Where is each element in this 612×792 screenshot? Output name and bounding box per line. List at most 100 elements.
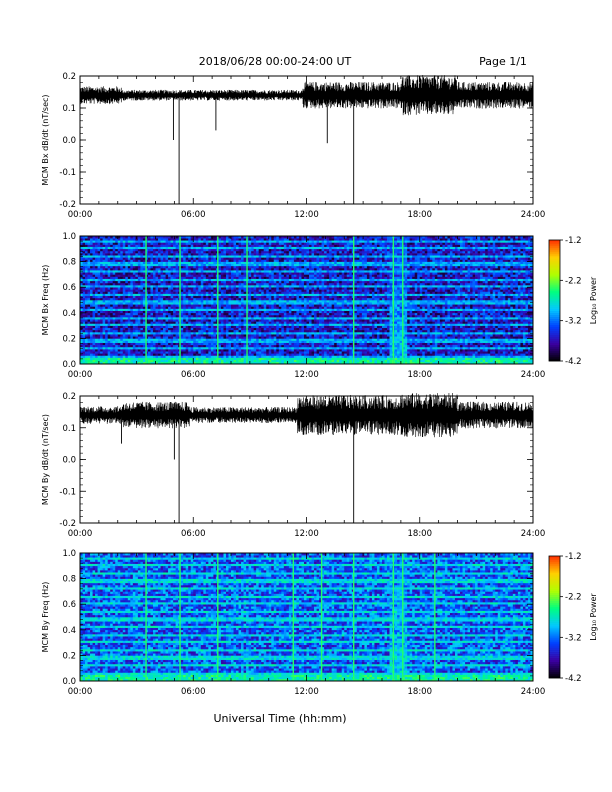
spectrogram-cell — [168, 312, 171, 316]
spectrogram-cell — [130, 280, 134, 284]
spectrogram-cell — [210, 317, 214, 320]
spectrogram-cell — [281, 265, 285, 269]
spectrogram-cell — [261, 261, 265, 265]
spectrogram-cell — [147, 357, 151, 361]
spectrogram-cell — [140, 272, 144, 275]
spectrogram-cell — [231, 270, 234, 273]
spectrogram-cell — [271, 282, 275, 286]
spectrogram-cell — [243, 278, 247, 282]
spectrogram-cell — [273, 334, 277, 337]
spectrogram-cell — [208, 302, 212, 305]
spectrogram-cell — [173, 312, 176, 316]
spectrogram-cell — [168, 274, 171, 277]
spectrogram-cell — [276, 334, 280, 337]
spectrogram-cell — [225, 329, 229, 333]
spectrogram-cell — [251, 240, 254, 243]
spectrogram-cell — [183, 250, 186, 254]
spectrogram-cell — [110, 344, 114, 348]
spectrogram-cell — [228, 300, 232, 303]
spectrogram-cell — [117, 257, 121, 260]
spectrogram-cell — [130, 332, 134, 335]
spectrogram-cell — [205, 314, 209, 318]
spectrogram-cell — [173, 265, 176, 269]
spectrogram-cell — [105, 361, 108, 365]
spectrogram-cell — [268, 314, 272, 318]
spectrogram-cell — [278, 351, 282, 354]
spectrogram-cell — [155, 300, 159, 303]
spectrogram-cell — [233, 332, 237, 335]
spectrogram-cell — [233, 278, 237, 282]
spectrogram-cell — [188, 270, 192, 273]
spectrogram-cell — [238, 263, 242, 267]
spectrogram-cell — [142, 302, 146, 305]
spectrogram-cell — [195, 253, 199, 256]
spectrogram-cell — [150, 280, 154, 284]
spectrogram-cell — [102, 282, 106, 286]
spectrogram-cell — [140, 349, 144, 352]
spectrogram-cell — [140, 253, 144, 256]
spectrogram-cell — [238, 282, 242, 286]
spectrogram-cell — [117, 265, 121, 269]
spectrogram-cell — [253, 295, 257, 299]
spectrogram-cell — [152, 295, 156, 299]
spectrogram-cell — [268, 238, 272, 241]
spectrogram-cell — [90, 306, 93, 309]
spectrogram-cell — [160, 302, 164, 305]
spectrogram-cell — [127, 351, 131, 354]
spectrogram-cell — [175, 291, 179, 294]
spectrogram-cell — [198, 257, 202, 260]
spectrogram-cell — [223, 253, 227, 256]
spectrogram-cell — [225, 297, 229, 301]
spectrogram-cell — [170, 349, 174, 352]
spectrogram-cell — [223, 325, 227, 329]
spectrogram-cell — [271, 310, 275, 314]
spectrogram-cell — [95, 338, 98, 341]
spectrogram-cell — [236, 255, 239, 258]
spectrogram-cell — [100, 312, 103, 316]
spectrogram-cell — [92, 274, 96, 277]
spectrogram-cell — [258, 282, 262, 286]
spectrogram-cell — [271, 270, 275, 273]
spectrogram-cell — [213, 306, 217, 309]
y-tick-label: -0.1 — [59, 168, 76, 178]
spectrogram-cell — [85, 278, 88, 282]
spectrogram-cell — [112, 240, 116, 243]
spectrogram-cell — [253, 263, 257, 267]
spectrogram-cell — [238, 306, 242, 309]
spectrogram-cell — [268, 257, 272, 260]
spectrogram-cell — [170, 278, 174, 282]
spectrogram-cell — [147, 278, 151, 282]
spectrogram-cell — [117, 319, 121, 322]
spectrogram-cell — [115, 285, 119, 288]
spectrogram-cell — [251, 359, 254, 363]
spectrogram-cell — [271, 361, 275, 365]
y-tick-label: -0.2 — [59, 200, 76, 210]
spectrogram-cell — [213, 349, 217, 352]
spectrogram-cell — [188, 282, 192, 286]
spectrogram-cell — [218, 321, 222, 324]
spectrogram-cell — [180, 300, 184, 303]
spectrogram-cell — [168, 253, 171, 256]
spectrogram-cell — [278, 319, 282, 322]
spectrogram-cell — [278, 287, 282, 290]
spectrogram-cell — [170, 351, 174, 354]
spectrogram-cell — [142, 334, 146, 337]
spectrogram-cell — [132, 261, 136, 265]
spectrogram-cell — [120, 317, 124, 320]
spectrogram-cell — [112, 246, 116, 250]
spectrogram-cell — [283, 359, 287, 363]
spectrogram-cell — [231, 285, 234, 288]
spectrogram-cell — [183, 253, 186, 256]
spectrogram-cell — [120, 291, 124, 294]
spectrogram-cell — [243, 261, 247, 265]
spectrogram-cell — [175, 285, 179, 288]
spectrogram-cell — [256, 261, 259, 265]
spectrogram-cell — [263, 291, 267, 294]
spectrogram-cell — [231, 332, 234, 335]
spectrogram-cell — [243, 327, 247, 331]
spectrogram-cell — [152, 274, 156, 277]
spectrogram-cell — [85, 346, 88, 350]
spectrogram-cell — [195, 334, 199, 337]
spectrogram-cell — [102, 261, 106, 265]
spectrogram-cell — [180, 280, 184, 284]
